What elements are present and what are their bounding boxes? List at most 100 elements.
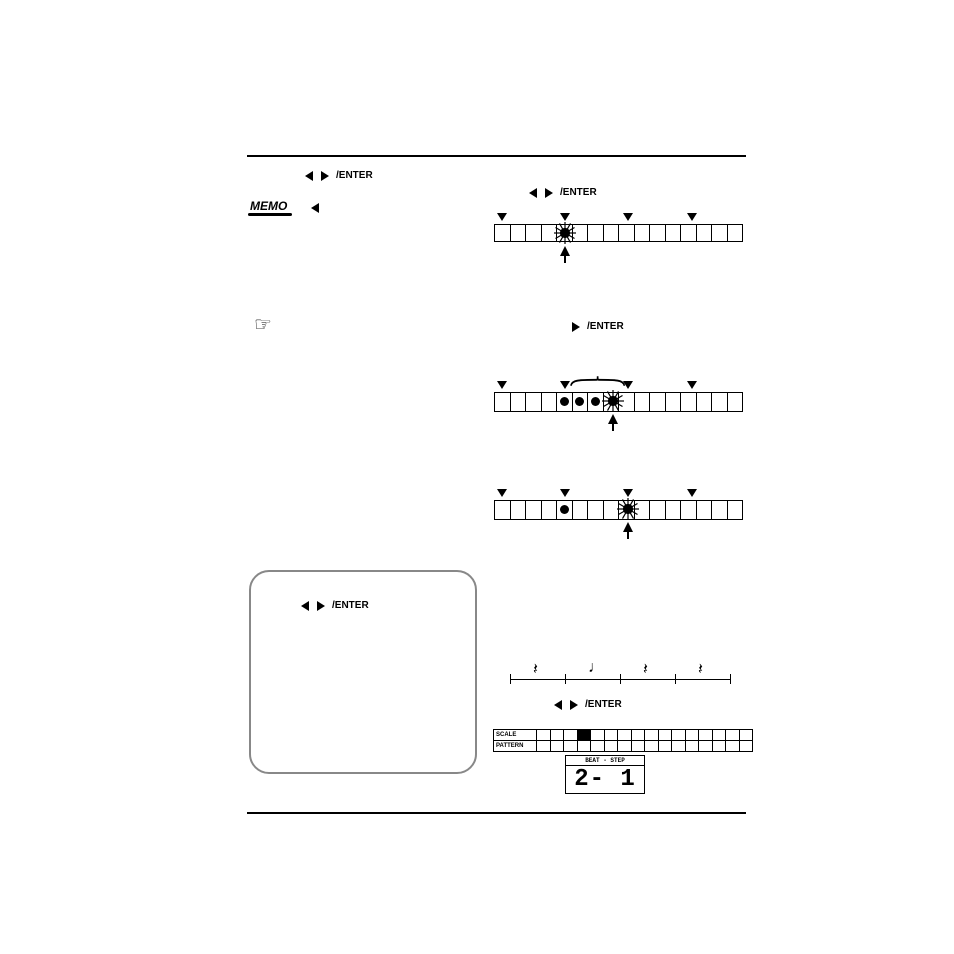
step-cell — [727, 393, 743, 412]
sp-cell — [685, 730, 699, 741]
sp-cell — [537, 741, 551, 752]
bracket-icon — [570, 374, 625, 384]
sp-cell — [631, 730, 645, 741]
lcd-value: 2- 1 — [566, 766, 644, 793]
step-cell — [495, 501, 511, 520]
sp-cell — [699, 741, 713, 752]
beat-marker-icon — [687, 489, 697, 497]
step-cell — [541, 501, 557, 520]
quarter-rest-icon: 𝄽 — [533, 661, 538, 679]
step-cell — [557, 501, 573, 520]
arrow-enter-group: /ENTER — [571, 321, 624, 332]
left-triangle-icon — [529, 188, 537, 198]
beat-marker-icon — [623, 381, 633, 389]
sp-cell — [577, 741, 591, 752]
beat-marker-icon — [623, 489, 633, 497]
step-cell — [526, 225, 542, 242]
step-cell — [727, 225, 743, 242]
beat-marker-icon — [560, 381, 570, 389]
step-cell — [510, 393, 526, 412]
step-cell — [650, 393, 666, 412]
right-triangle-icon — [572, 322, 580, 332]
beat-marker-icon — [687, 381, 697, 389]
right-triangle-icon — [317, 601, 325, 611]
step-cell — [541, 393, 557, 412]
arrow-enter-group — [310, 204, 320, 212]
step-cell — [588, 225, 604, 242]
step-cell — [557, 393, 573, 412]
lcd-label: BEAT - STEP — [566, 756, 644, 766]
arrow-enter-group: /ENTER — [300, 600, 369, 611]
step-grid — [494, 224, 743, 242]
left-triangle-icon — [305, 171, 313, 181]
sp-cell — [672, 730, 686, 741]
step-grid — [494, 392, 743, 412]
sp-cell — [591, 741, 605, 752]
sp-cell — [739, 741, 753, 752]
arrow-enter-group: /ENTER — [304, 170, 373, 181]
enter-label: /ENTER — [560, 187, 597, 198]
arrow-enter-group: /ENTER — [528, 187, 597, 198]
beat-marker-icon — [560, 213, 570, 221]
filled-step-icon — [560, 505, 569, 514]
sp-cell — [550, 741, 564, 752]
step-cell — [696, 225, 712, 242]
beat-tick — [565, 674, 566, 684]
enter-label: /ENTER — [585, 699, 622, 710]
step-cell — [727, 501, 743, 520]
step-cell — [588, 501, 604, 520]
filled-step-icon — [591, 397, 600, 406]
sp-cell — [537, 730, 551, 741]
beat-tick — [510, 674, 511, 684]
beat-marker-icon — [497, 381, 507, 389]
sp-cell — [645, 730, 659, 741]
memo-underline — [248, 213, 292, 216]
up-arrow-stem — [612, 423, 614, 431]
step-cell — [650, 501, 666, 520]
sp-cell — [699, 730, 713, 741]
filled-step-icon — [560, 397, 569, 406]
manual-page: MEMO ☞ /ENTER/ENTER/ENTER/ENTER/ENTER 𝄽𝄽… — [0, 0, 954, 954]
sp-cell — [726, 730, 740, 741]
step-cell — [572, 393, 588, 412]
sp-cell — [604, 741, 618, 752]
beat-marker-icon — [497, 489, 507, 497]
sp-cell — [618, 730, 632, 741]
scale-label: SCALE — [494, 730, 537, 741]
step-cell — [712, 501, 728, 520]
beat-marker-icon — [687, 213, 697, 221]
step-cell — [712, 225, 728, 242]
beat-tick — [620, 674, 621, 684]
step-cell — [526, 501, 542, 520]
up-arrow-stem — [627, 531, 629, 539]
beat-marker-icon — [623, 213, 633, 221]
step-cell — [634, 225, 650, 242]
step-grid — [494, 500, 743, 520]
step-cell — [696, 501, 712, 520]
left-triangle-icon — [554, 700, 562, 710]
top-rule — [247, 155, 746, 157]
quarter-note-icon: ♩ — [588, 659, 604, 677]
sp-cell — [645, 741, 659, 752]
pattern-label: PATTERN — [494, 741, 537, 752]
current-step-starburst-icon — [553, 221, 577, 245]
beat-tick — [675, 674, 676, 684]
sp-cell — [726, 741, 740, 752]
sp-cell — [658, 741, 672, 752]
sp-cell — [618, 741, 632, 752]
left-triangle-icon — [301, 601, 309, 611]
filled-step-icon — [575, 397, 584, 406]
step-cell — [665, 225, 681, 242]
sp-cell — [658, 730, 672, 741]
sp-cell — [564, 741, 578, 752]
beat-tick — [730, 674, 731, 684]
step-cell — [681, 501, 697, 520]
beat-marker-icon — [560, 489, 570, 497]
sp-cell — [712, 741, 726, 752]
sp-cell — [631, 741, 645, 752]
step-cell — [495, 225, 511, 242]
step-cell — [510, 501, 526, 520]
scale-pattern-grid: SCALEPATTERN — [493, 729, 753, 752]
sp-cell — [591, 730, 605, 741]
current-step-starburst-icon — [616, 497, 640, 521]
